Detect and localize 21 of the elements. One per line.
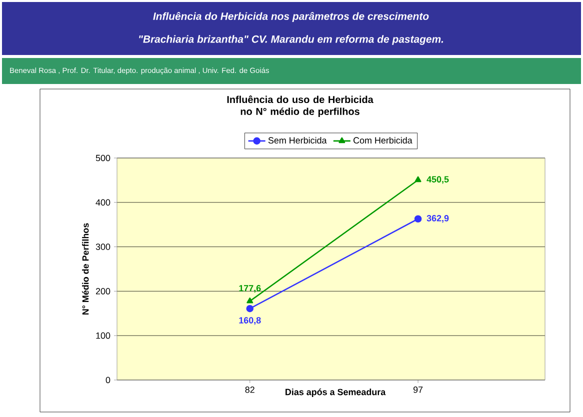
x-tick-label: 97 [413, 386, 423, 393]
data-label: 177,6 [239, 284, 261, 293]
point [246, 304, 254, 312]
point [414, 215, 422, 223]
y-axis-title: N° Médio de Perfilhos [82, 223, 89, 315]
y-tick-label: 200 [96, 288, 110, 294]
data-label: 160,8 [239, 317, 261, 325]
text: Influência do Herbicida nos parâmetros de crescimento [153, 12, 429, 22]
y-tick-label: 500 [96, 154, 110, 162]
chart-title: Influência do uso de Herbicida no N° médio de perfilhos [227, 96, 374, 117]
legend-label: Sem Herbicida [268, 136, 327, 144]
x-tick-label: 82 [245, 386, 254, 393]
legend-label: Com Herbicida [354, 136, 412, 144]
y-tick-label: 100 [96, 332, 110, 339]
y-tick-label: 300 [96, 244, 110, 250]
y-tick-label: 400 [96, 199, 110, 206]
data-label: 450,5 [426, 176, 449, 184]
x-axis-title: Dias após a Semeadura [286, 388, 386, 397]
y-tick-label: 0 [106, 376, 110, 384]
text: "Brachiaria brizantha" CV. Marandu em reforma de pastagem. [139, 35, 444, 45]
data-label: 362,9 [426, 215, 449, 223]
